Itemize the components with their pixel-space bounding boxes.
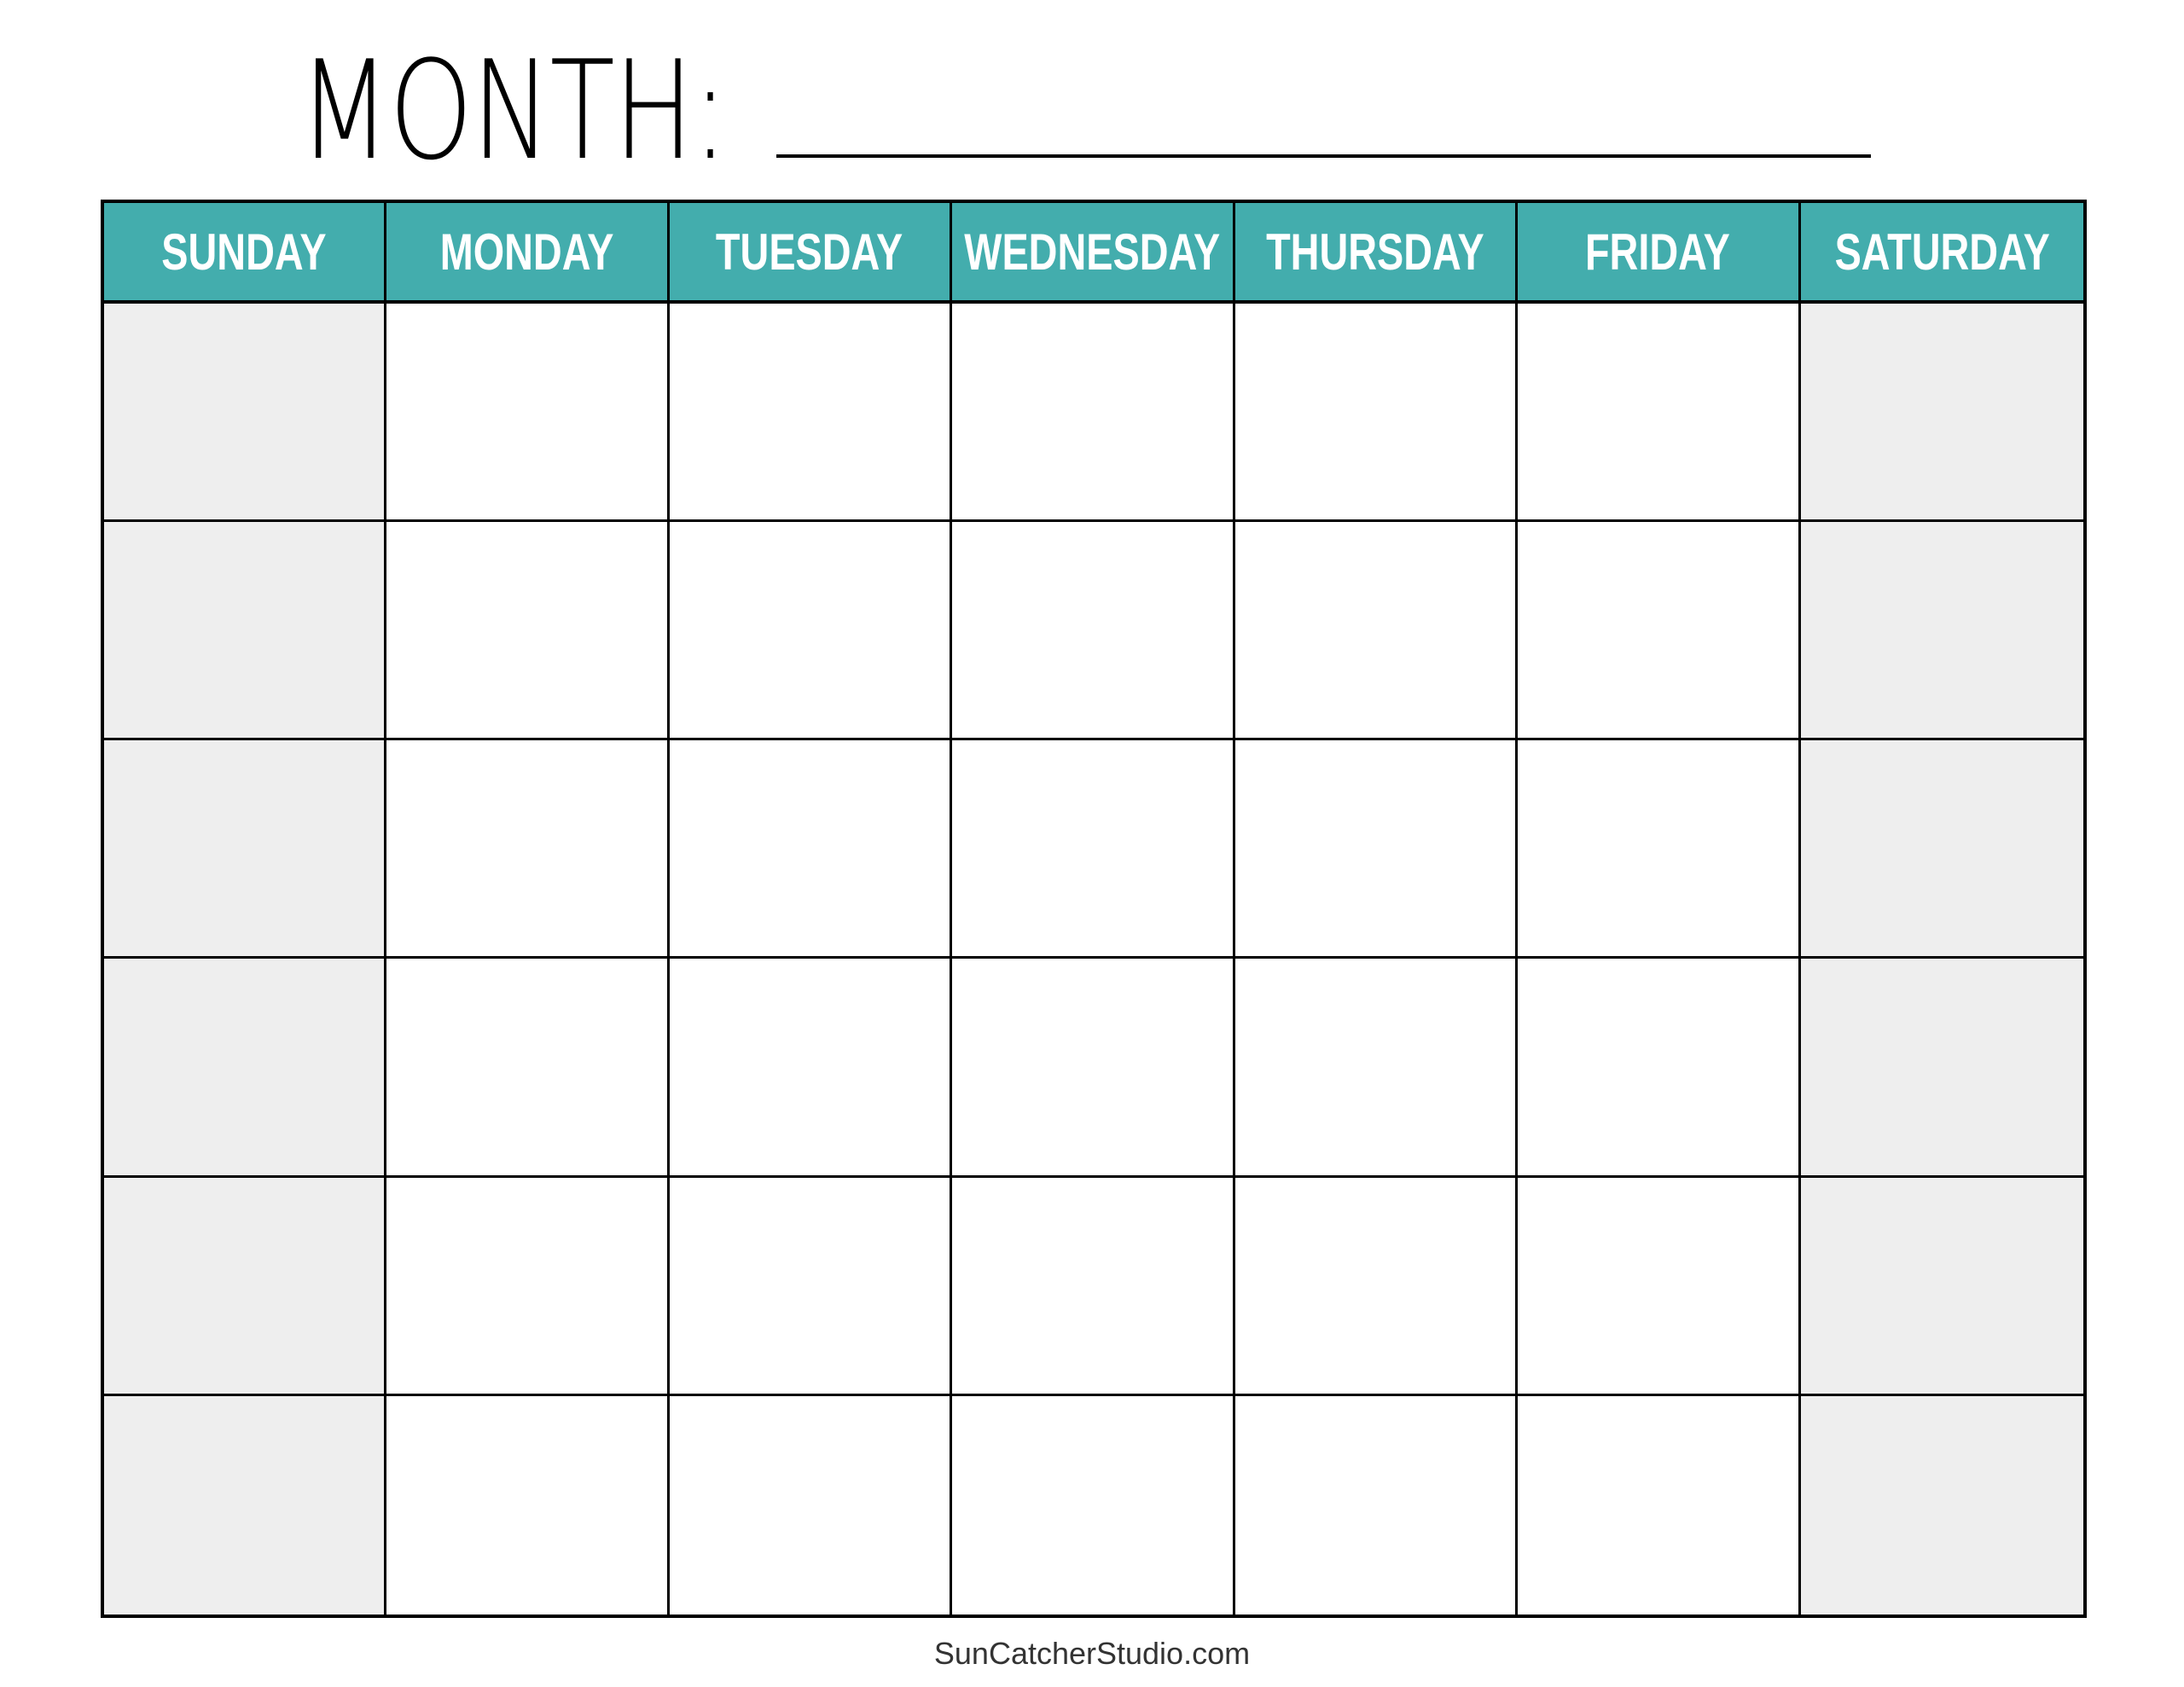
day-cell: [952, 1177, 1235, 1396]
day-cell: [386, 959, 670, 1178]
day-header-label: THURSDAY: [1266, 223, 1484, 281]
day-cell: [1234, 304, 1519, 523]
day-header-label: WEDNESDAY: [964, 223, 1221, 281]
day-cell: [1800, 959, 2083, 1178]
day-cell: [1518, 1395, 1801, 1615]
day-cell: [669, 740, 953, 959]
month-title-wrap: MONTH:: [299, 34, 848, 179]
day-cell: [669, 1395, 953, 1615]
day-cell: [1800, 1177, 2083, 1396]
day-cell: [104, 1177, 387, 1396]
day-cell: [1800, 740, 2083, 959]
month-write-in-line: [776, 154, 1871, 158]
month-title: MONTH:: [299, 31, 729, 190]
day-header-wednesday: WEDNESDAY: [952, 203, 1235, 304]
day-cell: [104, 1395, 387, 1615]
day-header-friday: FRIDAY: [1518, 203, 1801, 304]
day-header-saturday: SATURDAY: [1800, 203, 2083, 304]
day-cell: [1518, 304, 1801, 523]
day-cell: [1234, 959, 1519, 1178]
day-cell: [104, 522, 387, 741]
day-cell: [952, 959, 1235, 1178]
day-cell: [1800, 1395, 2083, 1615]
day-cell: [386, 1177, 670, 1396]
day-header-label: TUESDAY: [716, 223, 903, 281]
day-cell: [386, 522, 670, 741]
day-cell: [1518, 1177, 1801, 1396]
day-cell: [952, 1395, 1235, 1615]
day-cell: [1234, 1177, 1519, 1396]
day-cell: [952, 304, 1235, 523]
day-cell: [1518, 740, 1801, 959]
day-header-label: MONDAY: [439, 223, 614, 281]
day-header-tuesday: TUESDAY: [669, 203, 953, 304]
day-header-thursday: THURSDAY: [1234, 203, 1519, 304]
day-cell: [1800, 522, 2083, 741]
day-cell: [952, 740, 1235, 959]
day-cell: [104, 304, 387, 523]
day-cell: [104, 959, 387, 1178]
day-cell: [1234, 522, 1519, 741]
day-cell: [1234, 1395, 1519, 1615]
day-cell: [669, 1177, 953, 1396]
day-cell: [669, 304, 953, 523]
day-cell: [669, 959, 953, 1178]
day-header-label: FRIDAY: [1585, 223, 1731, 281]
day-cell: [1234, 740, 1519, 959]
day-cell: [1518, 522, 1801, 741]
day-cell: [386, 1395, 670, 1615]
day-cell: [952, 522, 1235, 741]
day-cell: [386, 740, 670, 959]
day-header-label: SUNDAY: [161, 223, 327, 281]
day-cell: [1518, 959, 1801, 1178]
day-header-label: SATURDAY: [1834, 223, 2050, 281]
calendar-grid: SUNDAY MONDAY TUESDAY WEDNESDAY THURSDAY FRID…: [101, 200, 2087, 1618]
day-cell: [386, 304, 670, 523]
day-cell: [669, 522, 953, 741]
footer-website: SunCatcherStudio.com: [933, 1636, 1251, 1671]
day-cell: [104, 740, 387, 959]
day-cell: [1800, 304, 2083, 523]
day-header-monday: MONDAY: [386, 203, 670, 304]
day-header-sunday: SUNDAY: [104, 203, 387, 304]
